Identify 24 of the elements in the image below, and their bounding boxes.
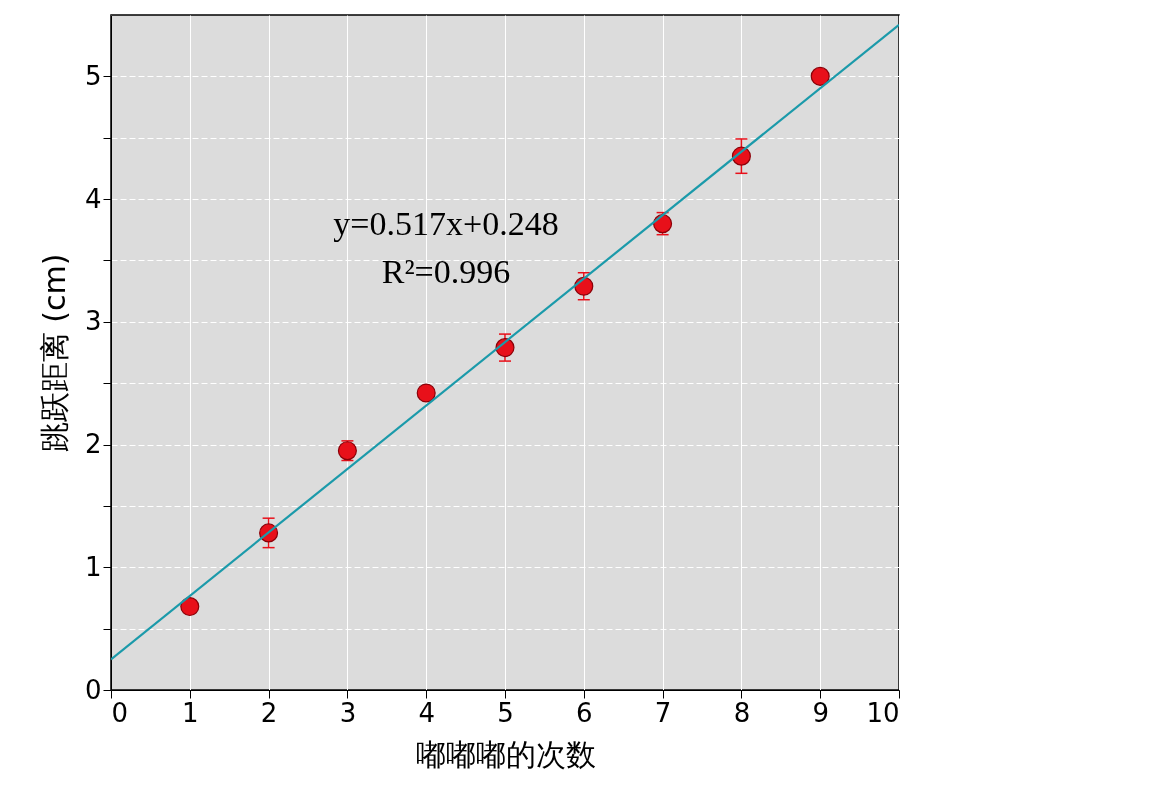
y-tick-label: 4 [84, 183, 102, 214]
x-axis-title: 嘟嘟嘟的次数 [415, 736, 596, 772]
annotation: y=0.517x+0.248 [333, 205, 559, 242]
x-tick-label: 10 [866, 697, 900, 728]
y-tick-label: 1 [84, 551, 102, 582]
x-tick-label: 8 [733, 697, 751, 728]
point [416, 383, 436, 403]
point [180, 597, 200, 617]
x-tick-label: 5 [497, 697, 514, 728]
point [810, 66, 830, 86]
y-tick-label: 2 [84, 429, 102, 460]
annotation: R²=0.996 [381, 253, 511, 290]
x-tick-label: 2 [260, 697, 278, 728]
y-tick-label: 3 [84, 306, 102, 337]
x-tick-label: 4 [418, 697, 435, 728]
y-tick-label: 5 [84, 60, 102, 91]
y-tick-label: 0 [84, 674, 102, 705]
x-tick-label: 7 [654, 697, 672, 728]
x-tick-label: 1 [182, 697, 199, 728]
x-tick-label: 0 [111, 697, 129, 728]
x-tick-label: 6 [576, 697, 593, 728]
y-axis-title: 跳跃距离 (cm) [36, 253, 72, 453]
x-tick-label: 9 [812, 697, 829, 728]
x-tick-label: 3 [339, 697, 357, 728]
